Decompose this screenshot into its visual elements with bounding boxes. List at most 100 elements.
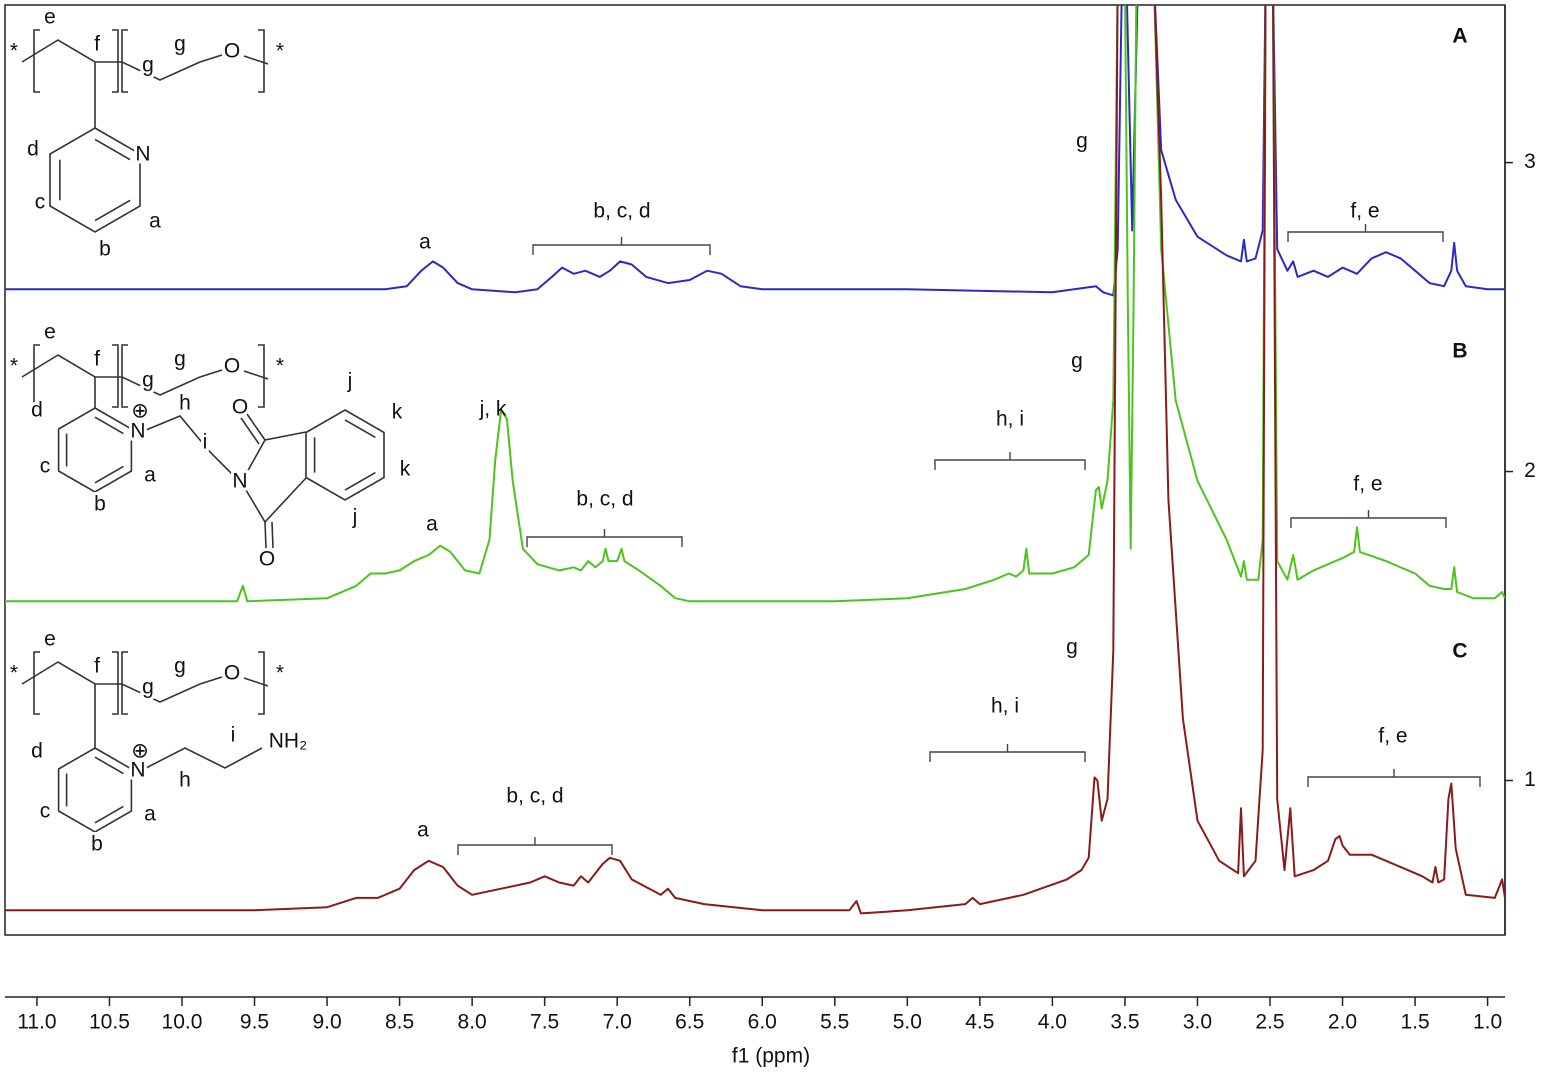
structure-label: * [276, 662, 284, 685]
structure-label: c [40, 455, 51, 478]
x-tick-label: 4.0 [1038, 1011, 1067, 1034]
bond [112, 651, 119, 715]
structure-label: d [31, 740, 43, 763]
bond [121, 651, 128, 715]
structure-label: O [224, 662, 240, 685]
bond [145, 415, 233, 475]
x-tick-label: 8.0 [458, 1011, 487, 1034]
structure-label: * [276, 40, 284, 63]
structure-label: d [31, 399, 43, 422]
peak-bracket [1287, 224, 1444, 242]
x-tick-label: 1.5 [1400, 1011, 1429, 1034]
bond [258, 344, 265, 408]
structure-label: g [142, 54, 154, 77]
structure-label: * [10, 662, 18, 685]
peak-bracket [1307, 769, 1481, 787]
structure-label: O [259, 548, 275, 571]
spectrum-line [5, 5, 1505, 297]
peak-label: g [1076, 130, 1088, 153]
structure-label: b [91, 833, 103, 856]
structure-label: e [44, 6, 56, 29]
panel-label: A [1452, 25, 1467, 48]
x-tick-label: 4.5 [965, 1011, 994, 1034]
structure-label: O [224, 40, 240, 63]
peak-label: f, e [1353, 473, 1382, 496]
x-tick-label: 7.5 [530, 1011, 559, 1034]
structure-label: k [400, 458, 411, 481]
x-tick-label: 2.0 [1328, 1011, 1357, 1034]
peak-label: g [1071, 350, 1083, 373]
bond [94, 416, 124, 435]
spectrum-line [5, 5, 1505, 603]
structure-label: N [232, 470, 247, 493]
structure-label: i [231, 724, 236, 747]
bond [21, 354, 269, 396]
structure-label: k [392, 401, 403, 424]
structure-label: i [203, 431, 208, 454]
structure-label: ⊕ [131, 740, 149, 763]
peak-label: j, k [479, 398, 507, 421]
spectrum-line [5, 5, 1505, 915]
x-tick-label: 3.5 [1110, 1011, 1139, 1034]
bond [94, 138, 131, 161]
plot-frame [4, 4, 1506, 936]
peak-label: g [1066, 636, 1078, 659]
y-tick-label: 3 [1524, 150, 1536, 173]
structure-label: f [94, 655, 100, 678]
peak-label: f, e [1378, 725, 1407, 748]
structure-label: b [99, 238, 111, 261]
structure-label: N [130, 759, 145, 782]
structure-label: g [174, 655, 186, 678]
bond [344, 419, 376, 439]
bond [94, 199, 131, 222]
bond [121, 29, 128, 93]
structure-label: * [276, 355, 284, 378]
spectra [5, 5, 1505, 915]
structure-label: O [224, 355, 240, 378]
peak-label: a [419, 231, 431, 254]
bond [33, 651, 40, 715]
x-tick-label: 2.5 [1255, 1011, 1284, 1034]
bond [121, 344, 128, 408]
structure-label: a [144, 803, 156, 826]
x-tick-label: 5.0 [893, 1011, 922, 1034]
bond [112, 29, 119, 93]
bond [94, 805, 124, 824]
y-tick-label: 2 [1524, 459, 1536, 482]
bond [258, 29, 265, 93]
structure-label: c [40, 800, 51, 823]
structure-label: g [174, 33, 186, 56]
peak-label: a [417, 819, 429, 842]
peak-bracket [929, 744, 1086, 762]
bond [21, 661, 269, 703]
structure-label: b [94, 493, 106, 516]
peak-bracket [457, 837, 613, 855]
structure-label: ⊕ [131, 400, 149, 423]
peak-label: b, c, d [576, 488, 633, 511]
bond [33, 344, 40, 408]
peak-bracket [1290, 510, 1447, 528]
x-tick-label: 1.0 [1473, 1011, 1502, 1034]
bond [305, 409, 385, 501]
structure-label: * [10, 40, 18, 63]
bond [57, 407, 133, 493]
structure-label: j [352, 506, 358, 529]
structure-label: * [10, 355, 18, 378]
peak-bracket [934, 452, 1086, 470]
x-tick-label: 6.5 [675, 1011, 704, 1034]
bond [245, 431, 307, 524]
x-tick-label: 7.0 [603, 1011, 632, 1034]
x-tick-label: 5.5 [820, 1011, 849, 1034]
peak-bracket [532, 237, 711, 255]
bond [258, 651, 265, 715]
structure-label: a [144, 464, 156, 487]
structure-label: NH₂ [269, 730, 307, 753]
peak-label: b, c, d [506, 785, 563, 808]
x-axis-label: f1 (ppm) [732, 1045, 810, 1068]
peak-label: a [426, 513, 438, 536]
x-tick-label: 6.0 [748, 1011, 777, 1034]
structure-label: g [174, 348, 186, 371]
bond [21, 39, 269, 81]
peak-label: h, i [991, 695, 1019, 718]
